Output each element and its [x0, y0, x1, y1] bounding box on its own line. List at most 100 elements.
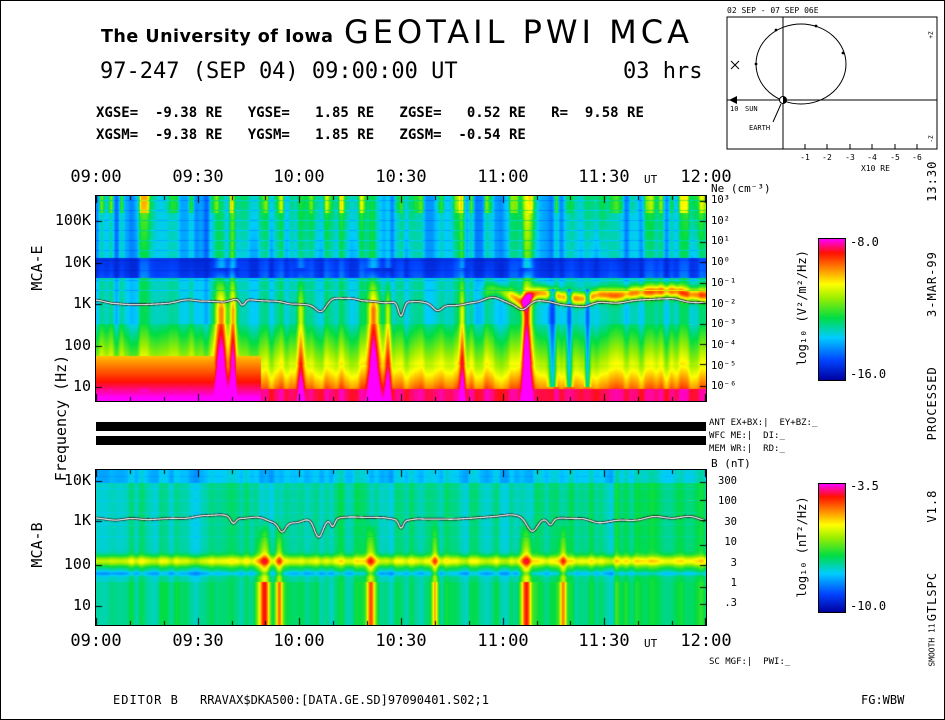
colorbar-e-title: log₁₀ (V²/m²/Hz): [795, 250, 809, 366]
colorbar-e-min: -16.0: [850, 367, 887, 381]
mca-b-axis-label: MCA-B: [28, 522, 46, 568]
ut-label-bottom: UT: [644, 637, 658, 650]
ut-label-top: UT: [644, 173, 658, 186]
b-tick-label: 1: [730, 577, 737, 590]
colorbar-b-gradient: [818, 483, 846, 613]
sun-label: SUN: [745, 105, 758, 113]
time-tick-label: 11:00: [477, 167, 529, 187]
time-tick-label: 10:00: [273, 631, 325, 651]
frequency-axis-label: Frequency (Hz): [52, 354, 70, 482]
freq-tick-label: 1K: [72, 294, 91, 312]
mca-e-spectrogram: [96, 196, 706, 401]
colorbar-b-max: -3.5: [850, 479, 879, 493]
ne-tick-label: 10⁻²: [711, 297, 737, 310]
ne-tick-label: 10³: [711, 194, 730, 206]
status-bar-antenna: [96, 422, 706, 431]
page-title: GEOTAIL PWI MCA: [344, 13, 693, 51]
colorbar-b-min: -10.0: [850, 599, 887, 613]
b-tick-label: 100: [718, 495, 737, 508]
earth-pointer-line: [772, 103, 782, 123]
orbit-x-tick-label: -5: [890, 153, 900, 162]
institution-name: The University of Iowa: [101, 27, 334, 47]
time-tick-label: 09:30: [172, 167, 224, 187]
ne-tick-label: 10⁻¹: [711, 276, 737, 289]
freq-tick-label: 10: [72, 377, 91, 395]
sun-tick-label: 10: [730, 105, 738, 113]
status-line-mem: MEM WR:| RD:_: [709, 444, 785, 454]
orbit-axis-unit: X10 RE: [861, 164, 890, 173]
time-tick-label: 10:30: [375, 167, 427, 187]
orbit-title: 02 SEP - 07 SEP 06E: [727, 6, 819, 15]
time-tick-label: 10:00: [273, 167, 325, 187]
orbit-z-bottom-label: -Z: [928, 135, 935, 143]
orbit-x-tick-label: -1: [800, 153, 810, 162]
fg-label: FG:WBW: [861, 693, 905, 707]
earth-nightside: [783, 96, 787, 104]
b-axis-title: B (nT): [711, 457, 751, 470]
time-tick-label: 10:30: [375, 631, 427, 651]
status-bar-wfc: [96, 436, 706, 445]
ne-tick-label: 10⁰: [711, 256, 730, 269]
colorbar-e-gradient: [818, 238, 846, 381]
freq-tick-label: 10K: [63, 471, 91, 489]
time-tick-label: 11:30: [578, 167, 630, 187]
mca-b-plot-frame: [95, 469, 707, 626]
time-tick-label: 12:00: [680, 631, 732, 651]
mca-b-spectrogram: [96, 470, 706, 625]
gsm-coordinates: XGSM= -9.38 RE YGSM= 1.85 RE ZGSM= -0.54…: [96, 127, 526, 143]
orbit-x-tick-label: -3: [845, 153, 855, 162]
ne-tick-label: 10²: [711, 214, 730, 227]
orbit-x-tick-label: -2: [822, 153, 832, 162]
orbit-ellipse: [755, 23, 847, 105]
processing-info: GTLSPC V1.8 PROCESSED 3-MAR-99 13:30: [925, 160, 939, 622]
ne-tick-label: 10⁻⁵: [711, 359, 737, 372]
freq-tick-label: 100K: [54, 211, 91, 229]
file-path: RRAVAX$DKA500:[DATA.GE.SD]97090401.S02;1: [200, 693, 489, 707]
gse-coordinates: XGSE= -9.38 RE YGSE= 1.85 RE ZGSE= 0.52 …: [96, 105, 644, 121]
ne-axis-title: Ne (cm⁻³): [711, 182, 771, 195]
freq-tick-label: 1K: [72, 511, 91, 529]
ne-tick-label: 10¹: [711, 235, 730, 248]
time-tick-label: 09:30: [172, 631, 224, 651]
ne-tick-label: 10⁻³: [711, 318, 737, 331]
orbit-marker-dot: [841, 51, 845, 55]
orbit-plot: 02 SEP - 07 SEP 06E 10 SUN EARTH -1 -2 -…: [726, 6, 938, 173]
b-axis-ticks: 300 100 30 10 3 1 .3: [713, 476, 737, 609]
freq-tick-label: 10: [72, 596, 91, 614]
b-tick-label: 30: [724, 515, 737, 528]
smooth-info: SMOOTH 11: [927, 623, 937, 667]
orbit-marker-dot: [754, 62, 758, 66]
orbit-marker-dot: [814, 24, 818, 28]
b-tick-label: 10: [724, 536, 737, 549]
freq-tick-label: 100: [63, 555, 91, 573]
ne-tick-label: 10⁻⁶: [711, 380, 737, 393]
b-tick-label: 3: [730, 556, 737, 569]
colorbar-b-title: log₁₀ (nT²/Hz): [795, 496, 809, 598]
orbit-z-top-label: +Z: [928, 31, 935, 39]
earth-label: EARTH: [749, 124, 770, 132]
orbit-x-tick-label: -4: [867, 153, 877, 162]
freq-tick-label: 10K: [63, 253, 91, 271]
ne-tick-label: 10⁻⁴: [711, 339, 737, 352]
duration-label: 03 hrs: [623, 59, 703, 84]
orbit-frame: [726, 16, 938, 150]
ne-axis-ticks: 10³ 10² 10¹ 10⁰ 10⁻¹ 10⁻² 10⁻³ 10⁻⁴ 10⁻⁵…: [711, 195, 736, 392]
sun-arrow-icon: [729, 96, 737, 104]
orbit-x-marker: [730, 60, 740, 70]
mca-e-plot-frame: [95, 195, 707, 402]
status-line-wfc: WFC ME:| DI:_: [709, 431, 785, 441]
b-tick-label: .3: [724, 597, 737, 610]
b-tick-label: 300: [718, 475, 737, 487]
freq-tick-label: 100: [63, 336, 91, 354]
colorbar-e-max: -8.0: [850, 235, 879, 249]
time-tick-label: 11:00: [477, 631, 529, 651]
time-tick-label: 09:00: [70, 167, 122, 187]
datetime-label: 97-247 (SEP 04) 09:00:00 UT: [100, 59, 458, 84]
time-tick-label: 12:00: [680, 167, 732, 187]
status-line-ant: ANT EX+BX:| EY+BZ:_: [709, 418, 818, 428]
orbit-marker-dot: [774, 28, 778, 32]
status-line-sc: SC MGF:| PWI:_: [709, 657, 791, 667]
orbit-x-tick-label: -6: [912, 153, 922, 162]
time-tick-label: 11:30: [578, 631, 630, 651]
